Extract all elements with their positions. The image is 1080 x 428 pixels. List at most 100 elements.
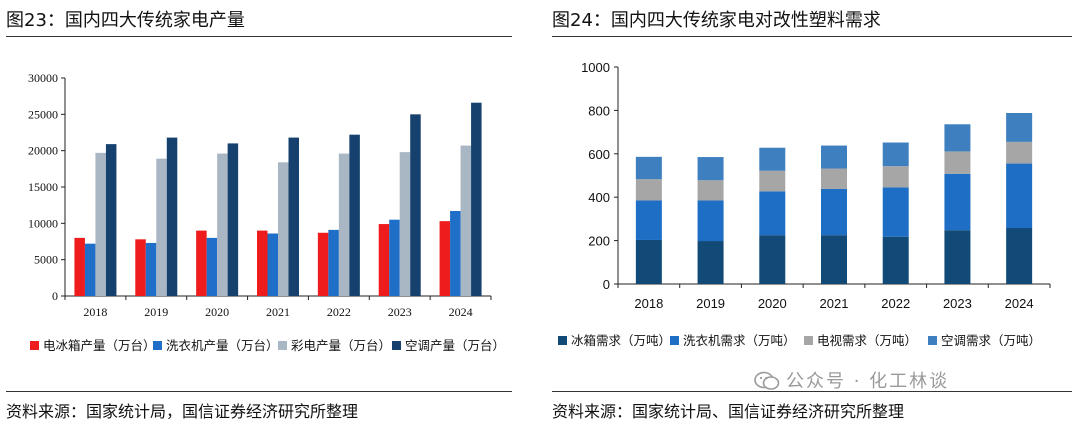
right-stack-seg-1 [759,191,786,236]
right-bottom-rule [552,391,1072,392]
left-bar-2 [460,145,472,296]
left-bar-3 [288,137,299,296]
left-x-tick-label: 2022 [327,305,351,319]
right-stack-seg-3 [697,157,724,181]
right-stacked-bar-chart: 0 200 400 600 800 1000 2018 2019 2020 2021 2022 202… [558,60,1051,348]
left-figure-title: 图23：国内四大传统家电产量 [6,10,245,31]
right-stack-seg-3 [759,147,786,171]
right-x-tick-label: 2019 [696,296,725,311]
right-legend-swatch [670,336,679,345]
right-y-tick-label: 600 [588,147,610,162]
right-stack-seg-3 [882,142,909,167]
right-legend-swatch [804,336,813,345]
left-y-tick-label: 20000 [28,144,58,158]
left-bar-2 [278,162,289,296]
left-bar-2 [338,153,350,296]
watermark: 公众号 · 化工林谈 [754,367,949,393]
left-bar-3 [105,144,117,296]
left-bar-1 [84,243,96,296]
right-legend-label: 洗衣机需求（万吨） [683,333,796,348]
right-stack-seg-2 [882,166,909,188]
right-top-rule [552,36,1072,37]
left-bar-1 [389,219,400,296]
left-bar-2 [399,152,411,296]
right-stack-seg-1 [697,200,724,242]
left-y-tick-label: 15000 [28,180,58,194]
left-legend-label: 空调产量（万台） [405,338,505,353]
right-stack-seg-2 [944,151,971,174]
left-legend-label: 彩电产量（万台） [291,338,391,353]
right-x-tick-label: 2020 [758,296,787,311]
right-legend-swatch [558,336,567,345]
right-legend-label: 电视需求（万吨） [817,333,917,348]
right-stack-seg-2 [759,170,786,192]
left-legend-label: 洗衣机产量（万台） [166,338,279,353]
right-x-tick-label: 2018 [634,296,663,311]
right-stack-seg-0 [759,235,786,284]
left-y-tick-label: 30000 [28,71,58,85]
left-legend-swatch [30,341,39,350]
left-bar-0 [196,230,207,296]
right-figure-title: 图24：国内四大传统家电对改性塑料需求 [552,10,881,31]
right-stack-seg-0 [882,236,909,284]
left-bar-3 [471,102,482,296]
left-x-tick-label: 2020 [205,305,229,319]
right-stack-seg-1 [821,188,847,236]
right-stack-seg-3 [821,145,847,169]
left-bar-3 [349,134,360,296]
left-bar-2 [95,152,106,296]
left-bar-0 [317,232,329,296]
right-stack-seg-1 [944,173,971,231]
left-bar-1 [206,237,218,296]
right-source-note: 资料来源：国家统计局、国信证券经济研究所整理 [552,402,905,421]
left-y-tick-label: 25000 [28,107,58,121]
right-x-tick-label: 2021 [820,296,849,311]
left-bar-chart: 0 5000 10000 15000 20000 25000 30000 2018 2019 20… [28,71,505,353]
right-stack-seg-2 [1006,141,1033,164]
left-bar-3 [410,114,421,296]
left-bar-0 [378,224,390,296]
right-stack-seg-2 [635,179,662,201]
wechat-icon [754,371,780,390]
right-legend-swatch [928,336,937,345]
right-x-tick-label: 2023 [943,296,972,311]
left-bar-1 [328,229,339,296]
left-figure-panel: 图23：国内四大传统家电产量 0 5000 10000 15000 20000 25000… [0,0,520,428]
left-top-rule [6,36,512,37]
right-stack-seg-3 [944,124,971,152]
right-stack-seg-3 [1006,113,1033,142]
left-bar-0 [257,230,268,296]
right-x-tick-label: 2022 [881,296,910,311]
left-y-tick-label: 10000 [28,216,58,230]
left-x-tick-label: 2018 [83,305,107,319]
left-bar-0 [135,239,146,296]
right-stack-seg-2 [697,180,724,201]
left-legend-label: 电冰箱产量（万台） [43,338,156,353]
right-legend-label: 空调需求（万吨） [941,333,1041,348]
left-y-tick-label: 5000 [34,253,58,267]
left-x-tick-label: 2021 [266,305,290,319]
right-y-tick-label: 800 [588,103,610,118]
right-y-tick-label: 0 [603,277,610,292]
left-bar-1 [145,242,157,296]
right-stack-seg-0 [697,241,724,284]
right-stack-seg-0 [1006,228,1033,284]
left-legend-swatch [153,341,162,350]
right-y-tick-label: 400 [588,190,610,205]
right-stack-seg-3 [635,156,662,180]
right-legend-label: 冰箱需求（万吨） [571,333,671,348]
left-y-tick-label: 0 [52,289,58,303]
left-bar-0 [74,237,85,296]
left-x-tick-label: 2024 [449,305,473,319]
right-stack-seg-1 [882,187,909,237]
right-stack-seg-0 [944,230,971,284]
left-x-tick-label: 2019 [144,305,168,319]
right-y-tick-label: 1000 [581,60,610,75]
right-y-tick-label: 200 [588,234,610,249]
left-bar-2 [156,158,167,296]
left-bar-1 [267,233,278,296]
left-legend-swatch [278,341,287,350]
left-source-note: 资料来源：国家统计局，国信证券经济研究所整理 [6,402,359,421]
left-bottom-rule [6,391,512,392]
right-figure-panel: 图24：国内四大传统家电对改性塑料需求 0 200 400 600 800 1000 201… [546,0,1080,428]
